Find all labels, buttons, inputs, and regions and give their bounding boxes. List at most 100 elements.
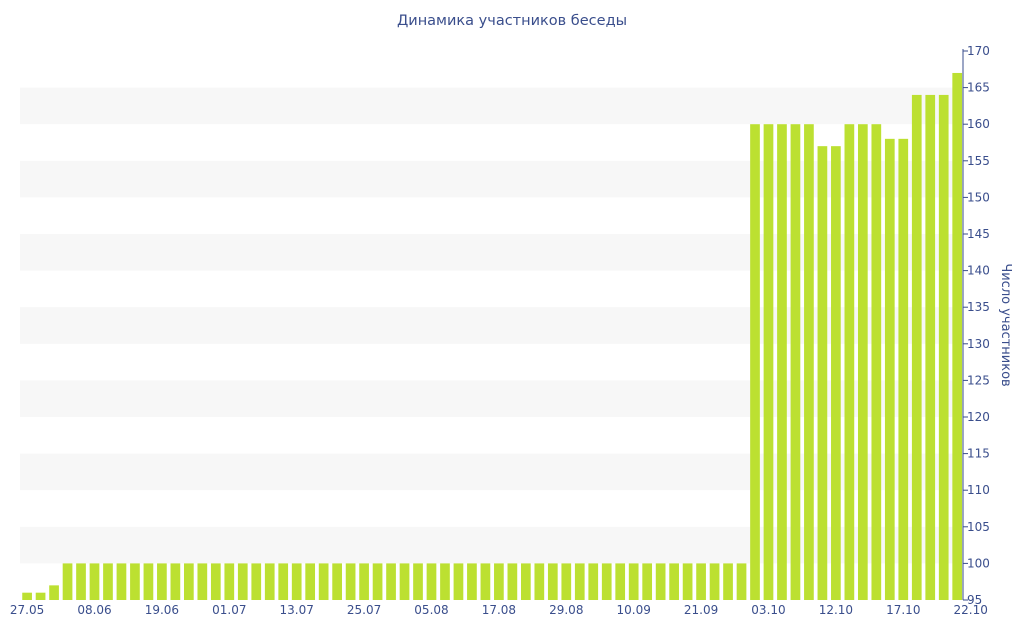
bar[interactable]: [588, 563, 599, 600]
y-tick-label: 95: [967, 593, 982, 607]
bar[interactable]: [76, 563, 86, 600]
bar[interactable]: [871, 124, 882, 600]
bar[interactable]: [763, 124, 774, 600]
bar[interactable]: [278, 563, 289, 600]
y-tick-label: 140: [967, 264, 990, 278]
bar[interactable]: [426, 563, 437, 600]
bar[interactable]: [345, 563, 356, 600]
bar[interactable]: [89, 563, 100, 600]
chart-title: Динамика участников беседы: [396, 13, 628, 29]
bar[interactable]: [103, 563, 113, 600]
bar[interactable]: [736, 563, 747, 600]
y-tick-label: 120: [967, 410, 990, 424]
y-tick-label: 125: [967, 373, 990, 387]
bar[interactable]: [399, 563, 410, 600]
bar[interactable]: [264, 563, 275, 600]
bar[interactable]: [318, 563, 329, 600]
y-tick-label: 115: [967, 447, 990, 461]
bar[interactable]: [359, 563, 369, 600]
bar[interactable]: [844, 124, 855, 600]
x-tick-label: 27.05: [10, 603, 44, 617]
y-tick-label: 165: [967, 81, 990, 95]
bar[interactable]: [655, 563, 666, 600]
bar[interactable]: [210, 563, 221, 600]
y-tick-label: 170: [967, 44, 990, 58]
x-tick-label: 21.09: [684, 603, 718, 617]
bar[interactable]: [332, 563, 342, 600]
bar[interactable]: [49, 585, 59, 600]
x-tick-label: 22.10: [954, 603, 988, 617]
bar[interactable]: [642, 563, 653, 600]
y-tick-label: 145: [967, 227, 990, 241]
bar[interactable]: [453, 563, 464, 600]
bar[interactable]: [723, 563, 733, 600]
bar[interactable]: [413, 563, 423, 600]
bar[interactable]: [601, 563, 612, 600]
bar[interactable]: [817, 146, 828, 600]
bar[interactable]: [291, 563, 302, 600]
bar[interactable]: [696, 563, 706, 600]
y-tick-label: 105: [967, 520, 990, 534]
bar[interactable]: [898, 138, 909, 600]
y-axis-label: Число участников: [998, 263, 1013, 386]
bar[interactable]: [884, 138, 895, 600]
bar[interactable]: [480, 563, 491, 600]
bar[interactable]: [440, 563, 450, 600]
bar[interactable]: [857, 124, 868, 600]
bar[interactable]: [116, 563, 127, 600]
bar[interactable]: [831, 146, 841, 600]
bar-series: [22, 72, 963, 601]
bar[interactable]: [534, 563, 545, 600]
bar[interactable]: [62, 563, 73, 600]
bar[interactable]: [804, 124, 814, 600]
grid-band: [20, 87, 963, 125]
bar[interactable]: [574, 563, 585, 600]
bar[interactable]: [170, 563, 181, 600]
bar[interactable]: [157, 563, 167, 600]
bar[interactable]: [22, 592, 32, 600]
x-tick-label: 08.06: [77, 603, 111, 617]
bar[interactable]: [682, 563, 693, 600]
y-tick-label: 110: [967, 483, 990, 497]
bar[interactable]: [925, 94, 936, 601]
y-tick-label: 100: [967, 556, 990, 570]
bar[interactable]: [628, 563, 639, 600]
bar[interactable]: [615, 563, 626, 600]
y-tick-label: 150: [967, 190, 990, 204]
bar[interactable]: [709, 563, 720, 600]
bar[interactable]: [790, 124, 801, 600]
bar[interactable]: [750, 124, 760, 600]
y-tick-label: 160: [967, 117, 990, 131]
x-tick-label: 05.08: [414, 603, 448, 617]
bar[interactable]: [494, 563, 504, 600]
bar[interactable]: [911, 94, 922, 601]
bar[interactable]: [35, 592, 46, 600]
y-tick-label: 155: [967, 154, 990, 168]
x-axis: 27.05 08.06 19.06 01.07 13.07 25.07 05.08 17.08…: [10, 603, 988, 617]
bar[interactable]: [520, 563, 531, 600]
bar[interactable]: [561, 563, 572, 600]
bar[interactable]: [386, 563, 396, 600]
x-tick-label: 29.08: [549, 603, 583, 617]
bar[interactable]: [547, 563, 558, 600]
bar[interactable]: [938, 94, 949, 601]
bar[interactable]: [251, 563, 262, 600]
bar[interactable]: [777, 124, 787, 600]
bar[interactable]: [467, 563, 477, 600]
bar[interactable]: [372, 563, 383, 600]
bar[interactable]: [237, 563, 248, 600]
bar[interactable]: [130, 563, 140, 600]
bar[interactable]: [197, 563, 208, 600]
bar[interactable]: [507, 563, 518, 600]
bar[interactable]: [184, 563, 194, 600]
bar[interactable]: [669, 563, 679, 600]
bar[interactable]: [305, 563, 316, 600]
bar[interactable]: [224, 563, 235, 600]
bar[interactable]: [952, 72, 963, 600]
y-axis: 95 100 105 110 115 120 125 130 135 140 145 150 155 16…: [962, 44, 990, 607]
bar[interactable]: [143, 563, 154, 600]
x-tick-label: 13.07: [280, 603, 314, 617]
y-tick-label: 135: [967, 300, 990, 314]
